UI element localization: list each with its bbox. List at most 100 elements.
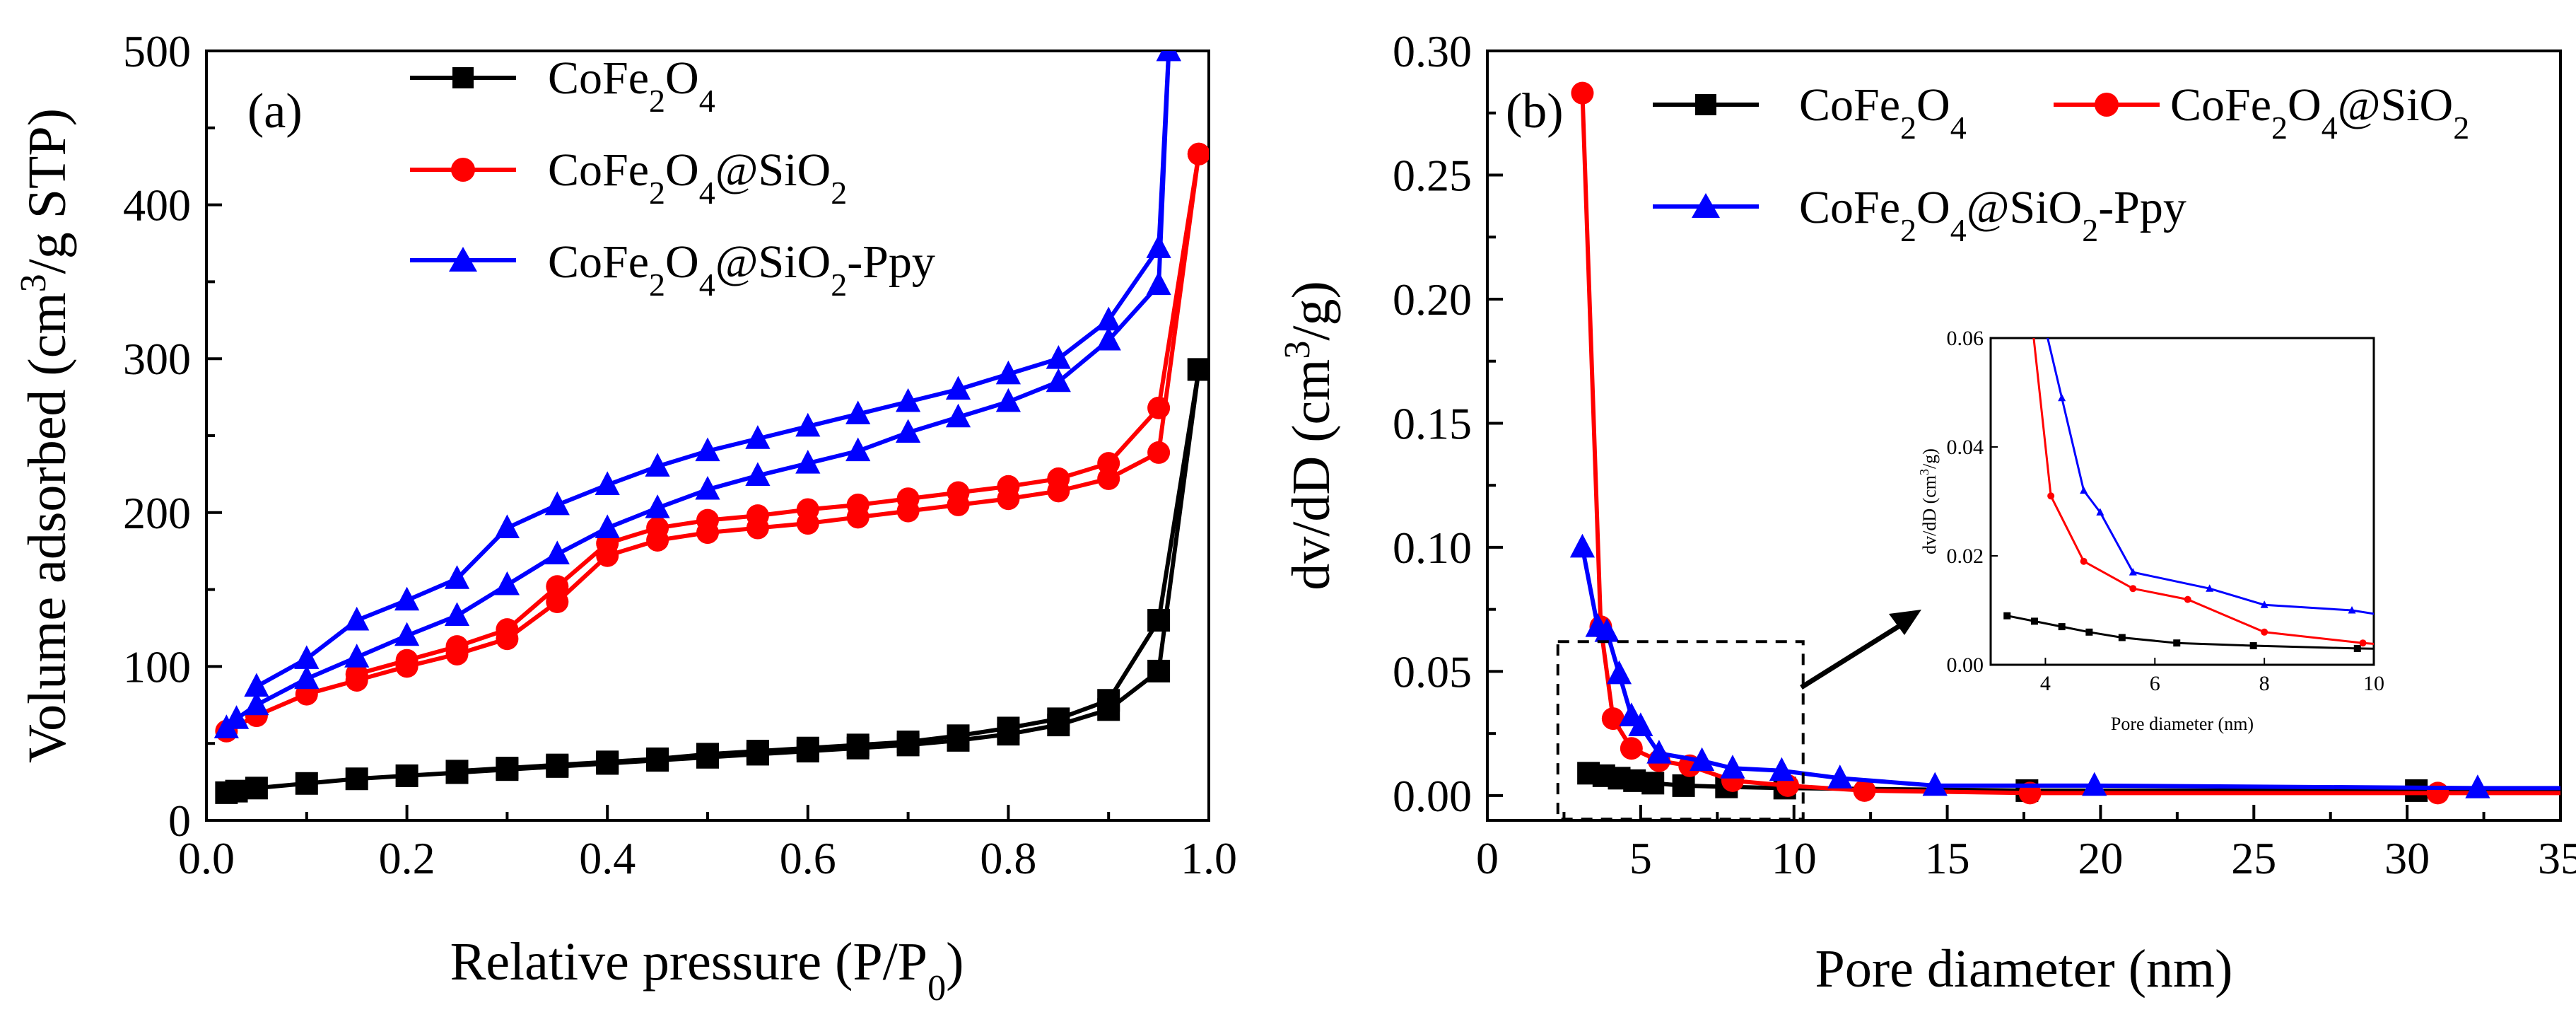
- inset-series-cofe2o4: [2003, 612, 2374, 652]
- desorption-cofe2o4-sio2-ppy-point: [945, 376, 971, 400]
- inset-cofe2o4-point: [2118, 634, 2126, 641]
- desorption-cofe2o4-sio2-ppy-point: [1046, 345, 1071, 369]
- psd-cofe2o4-sio2-point: [1601, 707, 1624, 731]
- desorption-cofe2o4-sio2-ppy-point: [494, 514, 520, 538]
- desorption-cofe2o4-sio2-point: [1187, 142, 1209, 165]
- desorption-cofe2o4-point: [796, 736, 819, 760]
- adsorption-cofe2o4-sio2-ppy-point: [1146, 271, 1171, 296]
- desorption-cofe2o4-point: [947, 724, 970, 748]
- inset-arrow: [1800, 620, 1907, 690]
- psd-cofe2o4-sio2-ppy-point: [1769, 757, 1794, 781]
- inset-cofe2o4-sio2-ppy-point: [2129, 568, 2137, 576]
- series-a: [213, 51, 1209, 804]
- legend-label-b-cofe2o4: CoFe2O4: [1799, 79, 1967, 146]
- desorption-cofe2o4-sio2-ppy-point: [896, 388, 921, 412]
- desorption-cofe2o4-sio2-point: [696, 508, 719, 532]
- desorption-cofe2o4-sio2-point: [896, 487, 920, 511]
- y-axis-label-a: Volume adsorbed (cm3/g STP): [13, 108, 78, 763]
- adsorption-cofe2o4-sio2-ppy-point: [1096, 326, 1121, 351]
- x-tick-label: 0.0: [178, 833, 235, 883]
- x-tick-label: 0.8: [980, 833, 1036, 883]
- desorption-cofe2o4-point: [1187, 358, 1209, 381]
- y-tick-label: 0: [168, 796, 191, 846]
- psd-cofe2o4-sio2-ppy-point: [1594, 618, 1620, 642]
- x-tick-label: 5: [1629, 833, 1652, 883]
- y-tick-label: 0.00: [1393, 771, 1472, 821]
- psd-cofe2o4-sio2-ppy-point: [1827, 765, 1853, 789]
- desorption-cofe2o4-sio2-point: [1047, 467, 1070, 490]
- inset-cofe2o4-sio2-point: [2184, 595, 2191, 603]
- x-tick-label: 10: [2363, 672, 2384, 695]
- desorption-cofe2o4-point: [596, 750, 619, 774]
- inset-series: [2003, 291, 2374, 652]
- legend-label-b-cofe2o4-sio2: CoFe2O4@SiO2: [2170, 79, 2469, 146]
- adsorption-cofe2o4-sio2-ppy-point: [223, 705, 250, 729]
- adsorption-cofe2o4-sio2-ppy-point: [645, 494, 670, 518]
- x-tick-label: 25: [2231, 833, 2276, 883]
- inset-cofe2o4-point: [2058, 623, 2066, 631]
- legend-item-a-cofe2o4-sio2: CoFe2O4@SiO2: [410, 144, 847, 211]
- psd-cofe2o4-sio2-point: [1571, 81, 1594, 105]
- inset-cofe2o4-sio2-ppy-point: [2058, 393, 2066, 402]
- desorption-cofe2o4-sio2-point: [947, 481, 970, 504]
- desorption-cofe2o4-point: [696, 743, 719, 766]
- y-tick-label: 0.15: [1393, 398, 1472, 448]
- inset-y-axis-label: dv/dD (cm3/g): [1917, 448, 1940, 554]
- inset-cofe2o4-point: [2249, 642, 2257, 650]
- x-tick-label: 4: [2040, 672, 2051, 695]
- desorption-cofe2o4-sio2-point: [496, 618, 519, 641]
- x-axis-label-a: Relative pressure (P/P0): [450, 932, 964, 1008]
- desorption-cofe2o4-sio2-point: [345, 663, 368, 686]
- y-tick-label: 0.20: [1393, 274, 1472, 325]
- desorption-cofe2o4-sio2-point: [846, 493, 870, 516]
- inset-cofe2o4-point: [2085, 628, 2093, 636]
- inset-cofe2o4-sio2-ppy-point: [2348, 606, 2356, 614]
- adsorption-cofe2o4-sio2-ppy-point: [544, 540, 570, 564]
- x-ticks-a: 0.0 0.2 0.4 0.6 0.8 1.0: [178, 805, 1237, 883]
- inset-x-axis-label: Pore diameter (nm): [2111, 714, 2254, 734]
- x-tick-label: 8: [2259, 672, 2270, 695]
- desorption-cofe2o4-point: [646, 747, 669, 770]
- x-tick-label: 10: [1772, 833, 1817, 883]
- desorption-cofe2o4-sio2-point: [746, 504, 769, 528]
- psd-cofe2o4-sio2-ppy-point: [1690, 747, 1715, 772]
- legend-a: CoFe2O4 CoFe2O4@SiO2 CoFe2O4@SiO2-Ppy: [410, 52, 935, 303]
- inset-cofe2o4-point: [2003, 612, 2011, 620]
- desorption-cofe2o4-point: [496, 757, 519, 780]
- desorption-cofe2o4-sio2-ppy-point: [394, 586, 420, 611]
- desorption-cofe2o4-sio2-ppy-point: [1096, 306, 1121, 331]
- inset-cofe2o4-sio2-point: [2261, 628, 2268, 636]
- y-ticks-a: 0 100 200 300 400 500: [123, 26, 222, 846]
- psd-cofe2o4-sio2-ppy-point: [1569, 533, 1596, 558]
- series-b-cofe2o4: [1577, 762, 2560, 802]
- x-tick-label: 35: [2538, 833, 2576, 883]
- desorption-cofe2o4-sio2-ppy-point: [695, 437, 720, 462]
- inset-cofe2o4-sio2-point: [2025, 291, 2032, 298]
- desorption-cofe2o4-point: [546, 753, 569, 777]
- x-tick-label: 0.4: [579, 833, 636, 883]
- desorption-cofe2o4-point: [846, 733, 870, 757]
- y-tick-label: 100: [123, 641, 191, 692]
- inset-cofe2o4-sio2-point: [2047, 492, 2055, 500]
- adsorption-cofe2o4-sio2-ppy-point: [795, 449, 821, 474]
- x-tick-label: 1.0: [1181, 833, 1237, 883]
- psd-cofe2o4-point: [2405, 779, 2428, 802]
- y-tick-label: 200: [123, 488, 191, 538]
- adsorption-cofe2o4-sio2-ppy-point: [896, 419, 921, 443]
- adsorption-cofe2o4-point: [225, 779, 248, 803]
- inset-cofe2o4-line: [2006, 615, 2374, 650]
- desorption-cofe2o4-sio2-ppy-point: [444, 565, 470, 589]
- adsorption-cofe2o4-sio2-ppy-point: [1046, 368, 1071, 393]
- desorption-cofe2o4-sio2-ppy-line: [255, 51, 1171, 689]
- series-a-cofe2o4-sio2-ppy: [213, 51, 1181, 738]
- desorption-cofe2o4-sio2-ppy-point: [745, 425, 771, 449]
- x-tick-label: 0.6: [780, 833, 836, 883]
- adsorption-cofe2o4-sio2-ppy-point: [995, 388, 1021, 412]
- adsorption-cofe2o4-sio2-ppy-point: [394, 622, 420, 646]
- inset-cofe2o4-sio2-ppy-point: [2260, 600, 2268, 608]
- adsorption-cofe2o4-sio2-ppy-point: [695, 475, 720, 500]
- psd-cofe2o4-sio2-ppy-point: [1720, 755, 1745, 779]
- x-tick-label: 0.2: [379, 833, 435, 883]
- adsorption-cofe2o4-point: [245, 777, 268, 800]
